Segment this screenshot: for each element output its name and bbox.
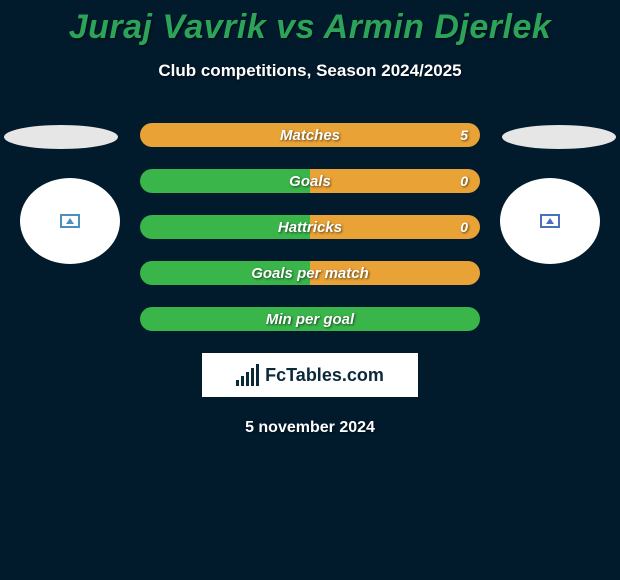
stats-bars: 5Matches 0Goals 0Hattricks Goals per match M… bbox=[140, 123, 480, 331]
avatar-left bbox=[20, 178, 120, 264]
comparison-card: Juraj Vavrik vs Armin Djerlek Club compe… bbox=[0, 0, 620, 580]
image-placeholder-icon bbox=[540, 214, 560, 228]
stat-label: Goals bbox=[140, 169, 480, 193]
page-title: Juraj Vavrik vs Armin Djerlek bbox=[0, 8, 620, 47]
stat-row: Min per goal bbox=[140, 307, 480, 331]
stat-label: Min per goal bbox=[140, 307, 480, 331]
stat-row: 5Matches bbox=[140, 123, 480, 147]
logo-bars-icon bbox=[236, 364, 259, 386]
country-ellipse-left bbox=[4, 125, 118, 149]
branding-text: FcTables.com bbox=[265, 365, 384, 386]
stat-row: 0Goals bbox=[140, 169, 480, 193]
stat-row: Goals per match bbox=[140, 261, 480, 285]
stat-label: Hattricks bbox=[140, 215, 480, 239]
stat-label: Matches bbox=[140, 123, 480, 147]
branding-badge: FcTables.com bbox=[202, 353, 418, 397]
image-placeholder-icon bbox=[60, 214, 80, 228]
avatar-right bbox=[500, 178, 600, 264]
triangle-icon bbox=[546, 218, 554, 224]
subtitle: Club competitions, Season 2024/2025 bbox=[0, 61, 620, 81]
country-ellipse-right bbox=[502, 125, 616, 149]
stat-row: 0Hattricks bbox=[140, 215, 480, 239]
triangle-icon bbox=[66, 218, 74, 224]
stat-label: Goals per match bbox=[140, 261, 480, 285]
date-label: 5 november 2024 bbox=[0, 419, 620, 437]
